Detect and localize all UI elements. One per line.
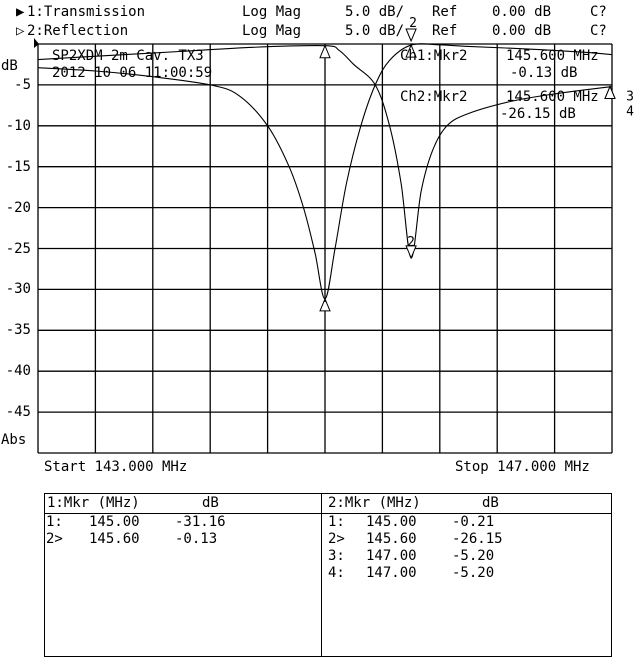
ch2-indicator: ▷ [16,23,25,39]
transmission-trace [37,43,613,300]
ch2-label[interactable]: 2:Reflection [27,23,129,39]
y-tick-label: -25 [5,240,31,257]
ch2-marker-3-label: 3 [626,90,634,105]
ch1-scale[interactable]: 5.0 dB/ [345,4,405,20]
ch2-table-header-unit: dB [482,495,499,511]
active-marker-indicator-icon [405,28,417,43]
ch2-marker-2-icon [405,245,417,260]
y-tick-label: -30 [5,281,31,298]
ch1-active-indicator: ▶ [16,4,25,20]
marker-id: 1: [328,514,345,530]
marker-id: 1: [46,514,63,530]
marker-frequency: 147.00 [366,565,417,581]
ref-position-icon [34,38,39,48]
marker-value: -5.20 [452,548,495,564]
table-divider [321,494,322,656]
ch1-marker-list: 1:Mkr (MHz) dB 1: 145.00 -31.16 2> 145.60 -0.… [45,494,321,656]
ch2-table-header-mkr: 2:Mkr (MHz) [328,495,421,511]
marker-value: -5.20 [452,565,495,581]
ch1-marker-label: Ch1:Mkr2 [400,48,468,64]
ch1-ref-value[interactable]: 0.00 dB [492,4,552,20]
marker-id: 2> [46,531,63,547]
ch2-ref-label: Ref [432,23,458,39]
ch2-marker-label: Ch2:Mkr2 [400,89,468,105]
ch2-format[interactable]: Log Mag [242,23,302,39]
y-tick-label: -20 [5,199,31,216]
ch2-marker-2-label: 2 [407,235,415,250]
ch1-marker-2-icon [405,43,417,58]
plot-datetime: 2012 10 06 11:00:59 [52,65,213,81]
ch2-ref-value[interactable]: 0.00 dB [492,23,552,39]
ch1-table-header-mkr: 1:Mkr (MHz) [47,495,140,511]
y-tick-label: -40 [5,363,31,380]
ch2-marker-4-label: 4 [626,105,634,120]
y-tick-label: -35 [5,322,31,339]
y-tick-label: dB [1,58,18,74]
ch2-marker-4-icon [604,85,616,100]
start-frequency[interactable]: Start 143.000 MHz [44,459,188,475]
marker-id: 2> [328,531,345,547]
marker-value: -31.16 [175,514,226,530]
y-tick-label: Abs [1,432,27,448]
marker-id: 3: [328,548,345,564]
marker-frequency: 145.00 [366,514,417,530]
ch2-scale[interactable]: 5.0 dB/ [345,23,405,39]
ch2-marker-list: 2:Mkr (MHz) dB 1: 145.00 -0.21 2> 145.60 -26.… [322,494,612,656]
stop-frequency[interactable]: Stop 147.000 MHz [455,459,590,475]
ch1-ref-label: Ref [432,4,458,20]
ch1-label[interactable]: 1:Transmission [27,4,146,20]
marker-id: 4: [328,565,345,581]
marker-frequency: 145.60 [366,531,417,547]
ch2-cal-status: C? [590,23,607,39]
y-tick-label: -5 [14,76,31,93]
ch1-cal-status: C? [590,4,607,20]
y-tick-label: -15 [5,158,31,175]
marker-frequency: 145.60 [89,531,140,547]
table-header-row [45,494,611,514]
marker-value: -0.21 [452,514,495,530]
ch1-format[interactable]: Log Mag [242,4,302,20]
marker-value: -26.15 [452,531,503,547]
y-tick-label: -45 [5,404,31,421]
ch1-marker-freq: 145.600 MHz [506,48,599,64]
active-marker-indicator-label: 2 [409,16,417,31]
marker-table: 1:Mkr (MHz) dB 1: 145.00 -31.16 2> 145.60 -0.… [44,493,612,657]
marker-value: -0.13 [175,531,218,547]
ch2-marker-freq: 145.600 MHz [506,89,599,105]
reflection-trace [37,45,613,259]
y-tick-label: -10 [5,117,31,134]
ch1-marker-1-icon [319,297,331,312]
ch2-marker-1-icon [319,44,331,59]
ch1-marker-value: -0.13 dB [510,65,578,81]
trace-plot: 2 2 34 [34,16,634,454]
ch2-marker-value: -26.15 dB [500,106,576,122]
plot-title: SP2XDM 2m Cav. TX3 [52,48,204,64]
ch1-table-header-unit: dB [202,495,219,511]
marker-frequency: 147.00 [366,548,417,564]
marker-frequency: 145.00 [89,514,140,530]
